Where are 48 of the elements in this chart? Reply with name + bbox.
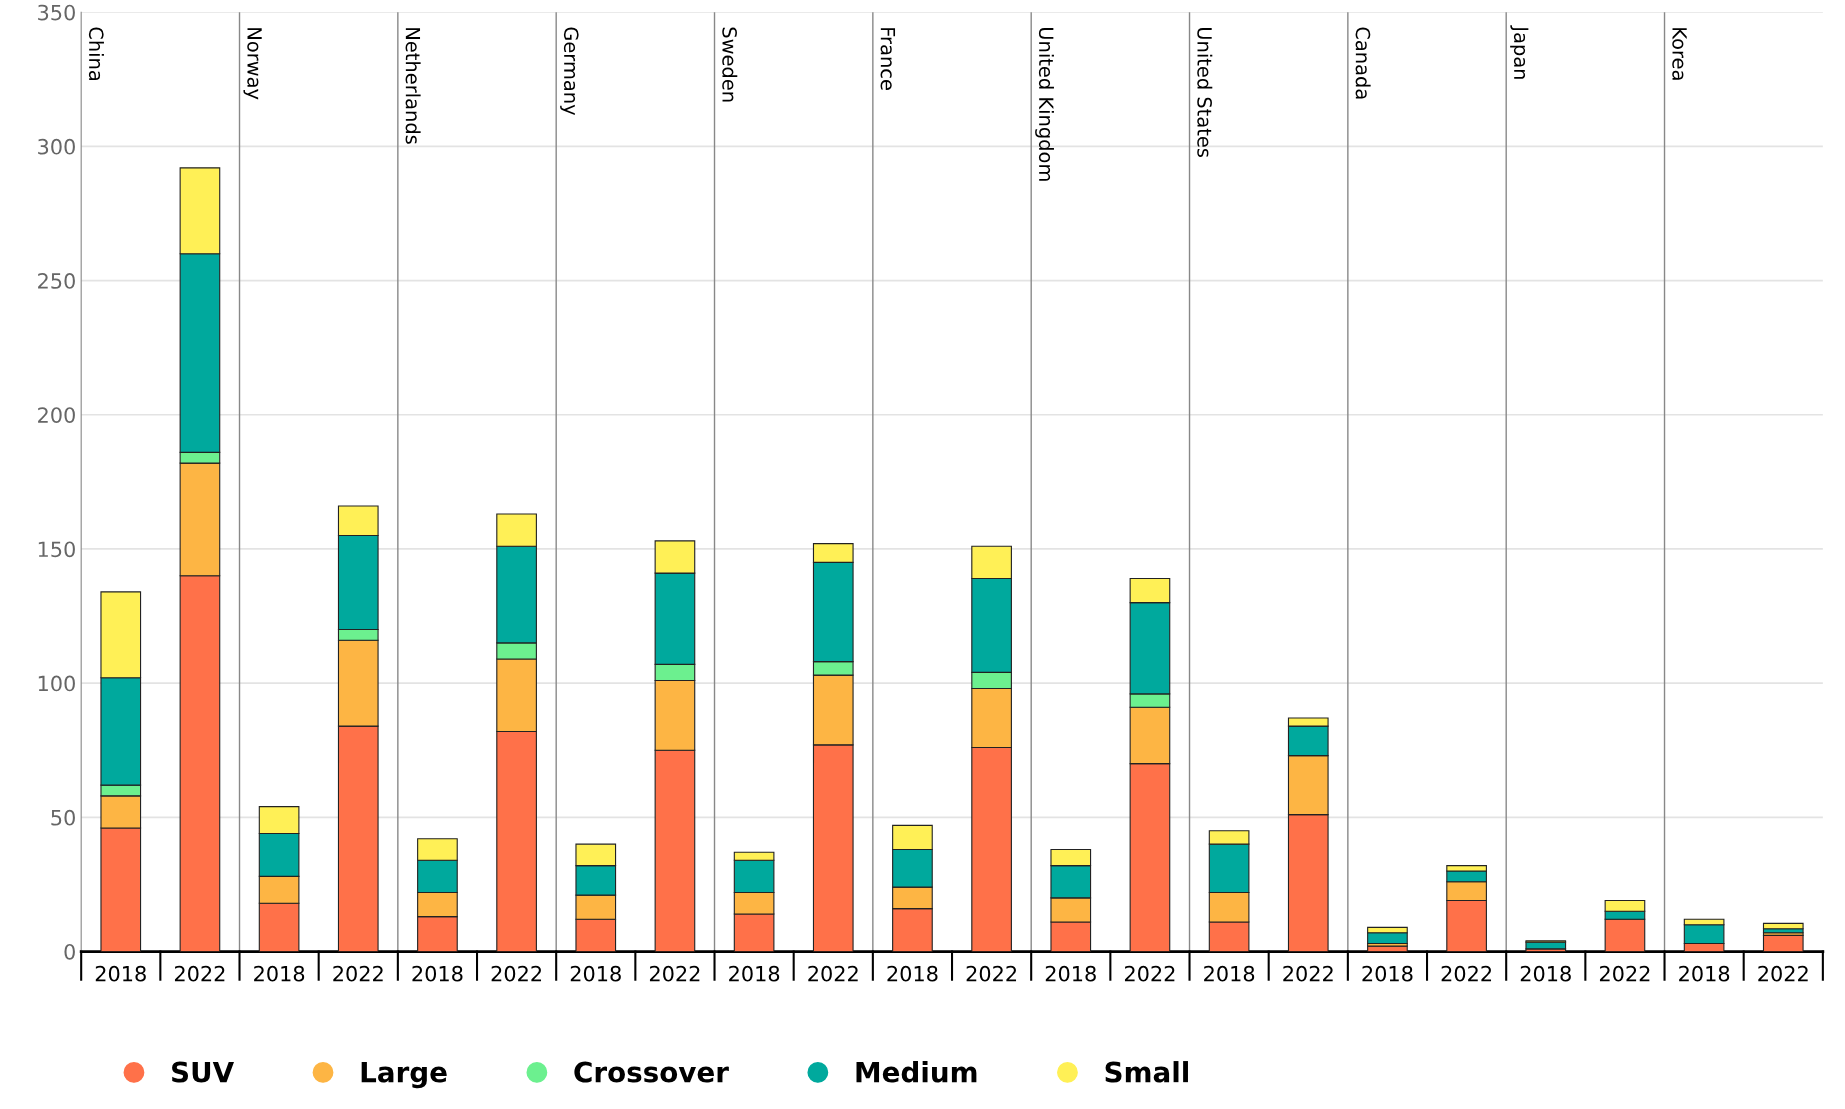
x-tick-label: 2022	[1599, 965, 1650, 982]
annotation: Japan	[1510, 25, 1529, 79]
legend-label: Medium	[856, 1061, 977, 1083]
x-tick-label: 2018	[1045, 965, 1096, 982]
x-tick-label: 2022	[1758, 965, 1808, 982]
x-tick-label: 2022	[491, 965, 542, 982]
x-tick-label: 2022	[333, 965, 383, 982]
x-tick-label: 2022	[966, 965, 1017, 982]
x-tick-label: 2022	[174, 965, 225, 982]
bar	[1762, 934, 1804, 952]
x-tick-label: 2018	[412, 965, 463, 982]
x-tick-label: 2018	[729, 965, 780, 982]
x-tick-label: 2022	[1283, 965, 1333, 982]
x-tick-label: 2018	[254, 965, 305, 982]
x-tick-label: 2022	[808, 965, 858, 982]
y-tick-label: 200	[38, 407, 75, 423]
x-tick-label: 2018	[887, 965, 938, 982]
annotation: France	[880, 28, 896, 90]
x-tick-label: 2018	[1204, 965, 1255, 982]
annotation: United States	[1197, 27, 1213, 158]
y-tick-label: 300	[38, 138, 75, 155]
x-tick-label: 2018	[1520, 965, 1571, 982]
annotation: Netherlands	[405, 28, 421, 144]
annotation: Germany	[560, 27, 579, 116]
legend-label: Crossover	[574, 1061, 729, 1083]
y-tick-label: 250	[38, 273, 75, 289]
annotation: Korea	[1672, 28, 1687, 80]
annotation: Norway	[243, 28, 262, 100]
annotation: China	[88, 27, 104, 81]
legend-label: Large	[361, 1061, 447, 1089]
bar	[1762, 922, 1804, 930]
y-tick-label: 150	[38, 541, 75, 558]
y-tick-label: 100	[38, 675, 75, 692]
x-tick-label: 2018	[570, 965, 621, 982]
annotation: Canada	[1355, 27, 1371, 99]
x-tick-label: 2022	[649, 965, 700, 982]
x-tick-label: 2022	[1441, 965, 1492, 982]
annotation: Sweden	[722, 27, 738, 102]
x-tick-label: 2018	[95, 965, 146, 982]
y-tick-label: 50	[51, 809, 75, 826]
x-tick-label: 2022	[1124, 965, 1175, 982]
legend-label: Small	[1105, 1061, 1188, 1083]
x-tick-label: 2018	[1362, 965, 1413, 982]
x-tick-label: 2018	[1679, 965, 1730, 982]
legend-label: SUV	[172, 1061, 234, 1083]
y-tick-label: 350	[38, 4, 75, 21]
annotation: United Kingdom	[1035, 27, 1054, 181]
y-tick-label: 0	[64, 943, 75, 960]
